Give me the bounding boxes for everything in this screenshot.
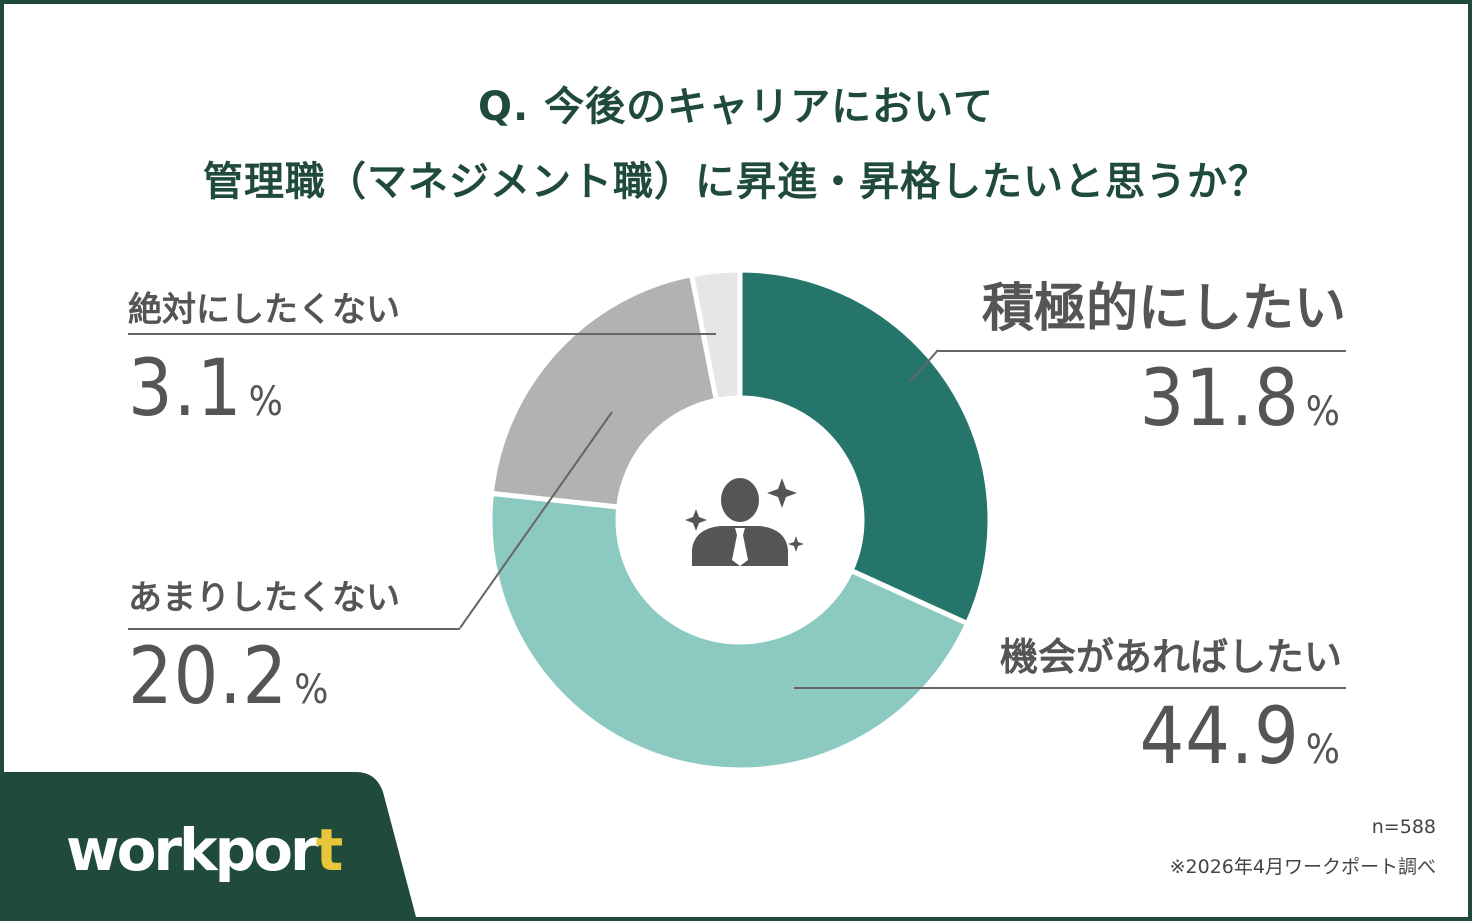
footer-brand-tab xyxy=(4,772,416,917)
leader-line-if-opportunity xyxy=(794,687,1346,689)
businessman-with-sparkles-icon xyxy=(685,478,804,566)
slice-label-if-opportunity: 機会があればしたい xyxy=(999,635,1342,679)
sample-size: n=588 xyxy=(1371,816,1436,838)
slice-label-active: 積極的にしたい xyxy=(981,279,1346,339)
slice-value-active: 31.8% xyxy=(1139,354,1340,444)
slice-not-much xyxy=(488,271,720,510)
leader-line-not-much xyxy=(128,628,460,630)
leader-line-active xyxy=(938,350,1346,352)
slice-value-if-opportunity: 44.9% xyxy=(1139,692,1340,782)
slice-value-not-much: 20.2% xyxy=(128,632,329,722)
slice-value-never: 3.1% xyxy=(128,344,283,434)
source-note: ※2026年4月ワークポート調べ xyxy=(1169,856,1436,878)
slice-label-never: 絶対にしたくない xyxy=(128,290,400,330)
chart-title-line-1: Q. 今後のキャリアにおいて xyxy=(478,84,994,130)
chart-title-line-2: 管理職（マネジメント職）に昇進・昇格したいと思うか？ xyxy=(203,159,1269,205)
slice-label-not-much: あまりしたくない xyxy=(128,578,400,618)
leader-diagonal-not-much xyxy=(459,411,613,629)
leader-diagonal-active xyxy=(909,349,939,383)
workport-logo: workport xyxy=(66,816,343,884)
donut-chart xyxy=(459,267,993,773)
leader-line-never xyxy=(128,333,716,335)
